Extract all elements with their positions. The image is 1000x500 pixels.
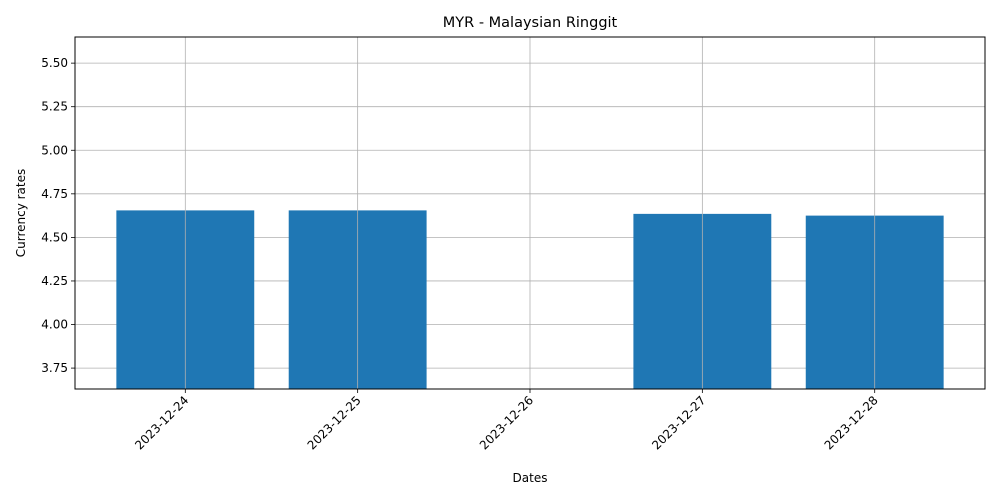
- y-tick-label: 4.50: [41, 230, 68, 244]
- y-tick-label: 5.25: [41, 100, 68, 114]
- y-tick-label: 4.75: [41, 187, 68, 201]
- y-axis-label: Currency rates: [14, 169, 28, 258]
- grid-x-layer: [184, 37, 876, 389]
- x-axis-label: Dates: [513, 471, 548, 485]
- y-tick-label: 4.25: [41, 274, 68, 288]
- y-axis-ticks: 3.75 4.00 4.25 4.50 4.75 5.00 5.25 5.50: [41, 56, 75, 375]
- y-tick-label: 3.75: [41, 361, 68, 375]
- y-tick-label: 4.00: [41, 318, 68, 332]
- chart-title: MYR - Malaysian Ringgit: [443, 15, 618, 31]
- y-tick-label: 5.50: [41, 56, 68, 70]
- y-tick-label: 5.00: [41, 143, 68, 157]
